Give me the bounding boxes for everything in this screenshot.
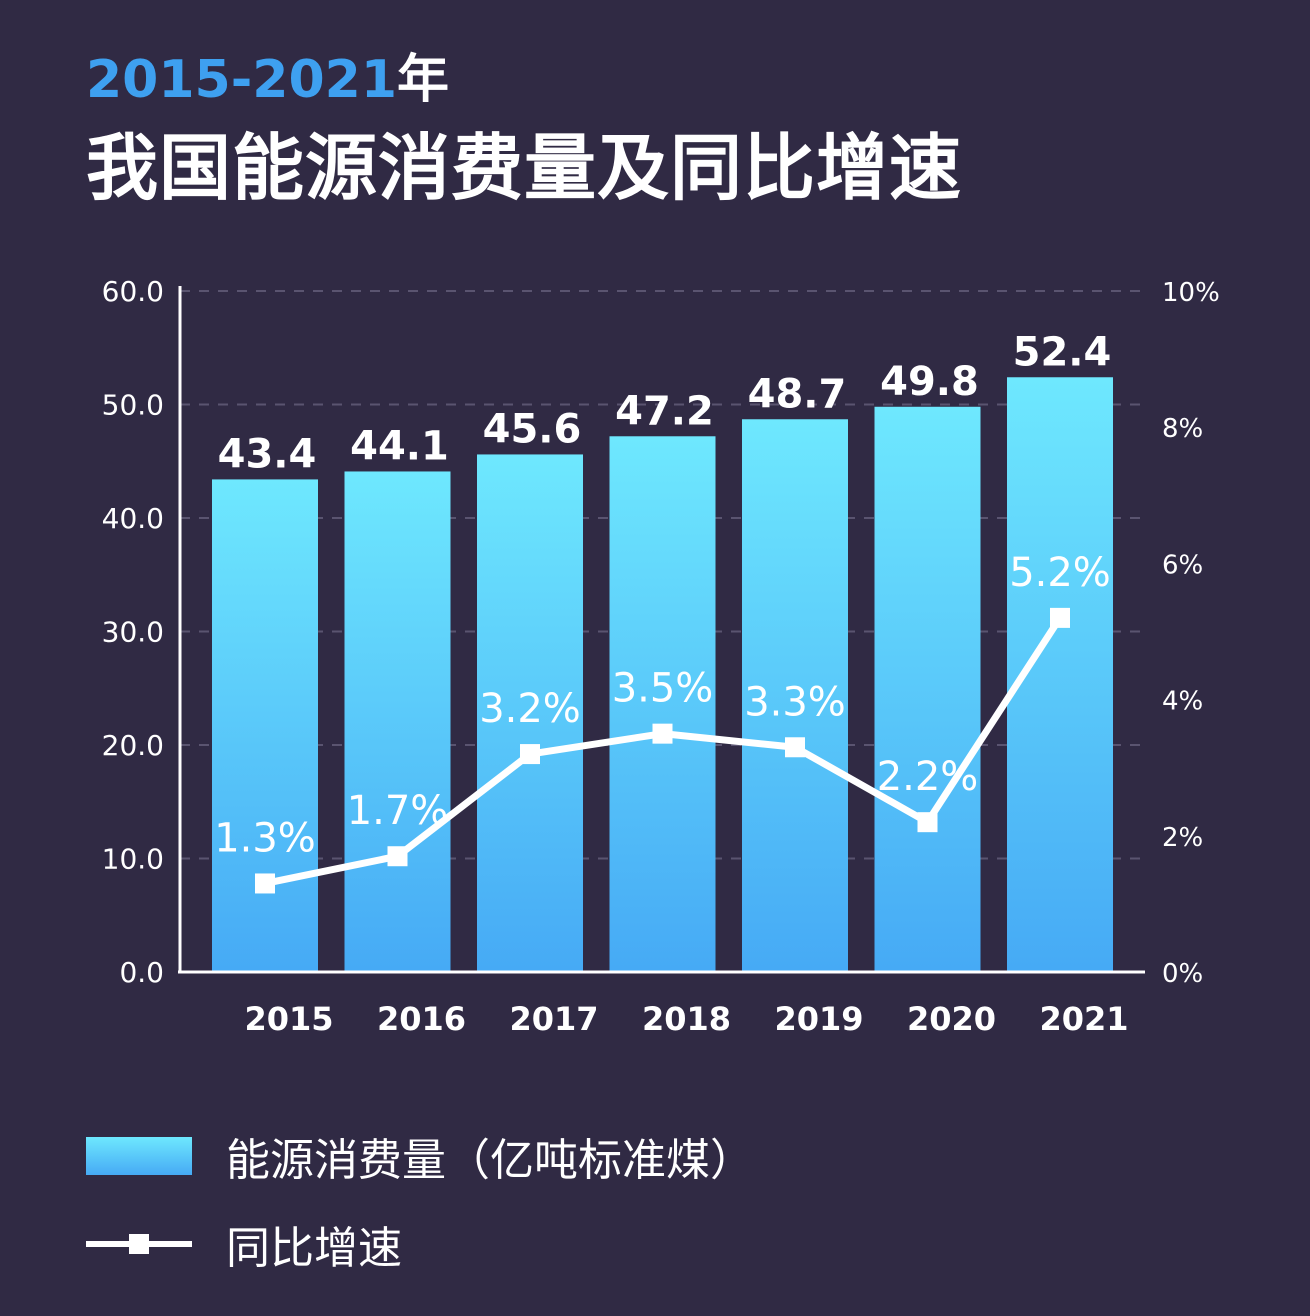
bar-value-label: 45.6 (483, 406, 582, 452)
y-left-tick-label: 20.0 (102, 729, 164, 762)
bar-value-label: 44.1 (350, 423, 449, 469)
bar (609, 436, 716, 971)
year-range: 2015-2021 (86, 50, 398, 110)
line-point (520, 744, 540, 765)
line-value-label: 2.2% (877, 754, 979, 800)
bar-value-label: 49.8 (880, 359, 979, 405)
line-value-label: 5.2% (1009, 550, 1111, 596)
y-left-tick-label: 40.0 (102, 502, 164, 535)
y-left-tick-label: 10.0 (102, 843, 164, 876)
line-value-label: 3.5% (612, 666, 714, 712)
bar-value-label: 52.4 (1013, 329, 1112, 375)
y-right-tick-label: 8% (1162, 414, 1203, 444)
x-tick-label: 2016 (377, 1000, 466, 1038)
line-value-label: 1.3% (214, 815, 316, 861)
year-suffix: 年 (397, 50, 450, 110)
y-left-tick-label: 30.0 (102, 616, 164, 649)
y-right-tick-label: 6% (1162, 550, 1203, 580)
bar-value-label: 47.2 (615, 388, 714, 434)
line-point (387, 846, 408, 867)
bar (212, 479, 318, 971)
x-tick-label: 2018 (642, 1000, 731, 1038)
y-right-tick-label: 4% (1162, 687, 1203, 717)
y-left-tick-label: 0.0 (119, 956, 164, 989)
axes: 0.0 10.0 20.0 30.0 40.0 50.0 60.0 0% 2% 4% 6% 8% 10%… (102, 275, 1220, 1038)
chart-subtitle-years: 2015-2021年 (86, 48, 449, 112)
line-point (785, 737, 805, 758)
combo-chart: 0.0 10.0 20.0 30.0 40.0 50.0 60.0 0% 2% 4% 6% 8% 10%… (102, 275, 1220, 1038)
y-right-tick-label: 10% (1162, 278, 1220, 308)
line-value-label: 3.3% (744, 679, 846, 725)
data-labels: 43.4 44.1 45.6 47.2 48.7 49.8 52.4 1.3% 1.7% 3.2%… (214, 329, 1111, 861)
y-left-tick-label: 50.0 (102, 389, 164, 422)
legend: 能源消费量（亿吨标准煤） 同比增速 (86, 1120, 754, 1296)
bar-value-label: 48.7 (748, 371, 847, 417)
growth-line (255, 607, 1070, 894)
y-right-tick-label: 2% (1162, 823, 1203, 853)
x-tick-label: 2021 (1039, 1000, 1128, 1038)
x-tick-label: 2020 (907, 1000, 996, 1038)
y-right-tick-label: 0% (1162, 959, 1203, 989)
bar (344, 471, 451, 971)
line-value-label: 1.7% (347, 788, 449, 834)
chart-title: 我国能源消费量及同比增速 (86, 126, 963, 210)
legend-item-growth: 同比增速 (86, 1208, 754, 1280)
y-left-tick-label: 60.0 (102, 275, 164, 308)
x-tick-label: 2015 (244, 1000, 333, 1038)
legend-swatch-bar (86, 1137, 192, 1175)
legend-label-growth: 同比增速 (226, 1223, 402, 1274)
line-point (1050, 607, 1070, 628)
line-point (255, 873, 275, 894)
line-point (917, 812, 938, 833)
legend-label-energy: 能源消费量（亿吨标准煤） (226, 1135, 754, 1186)
x-tick-label: 2019 (774, 1000, 863, 1038)
line-point (652, 723, 673, 744)
line-value-label: 3.2% (479, 686, 581, 732)
x-tick-label: 2017 (509, 1000, 598, 1038)
bar-value-label: 43.4 (218, 431, 317, 477)
legend-item-energy: 能源消费量（亿吨标准煤） (86, 1120, 754, 1192)
bar (477, 454, 583, 971)
bar (742, 419, 848, 971)
legend-swatch-line (86, 1225, 192, 1263)
bar (874, 406, 981, 971)
